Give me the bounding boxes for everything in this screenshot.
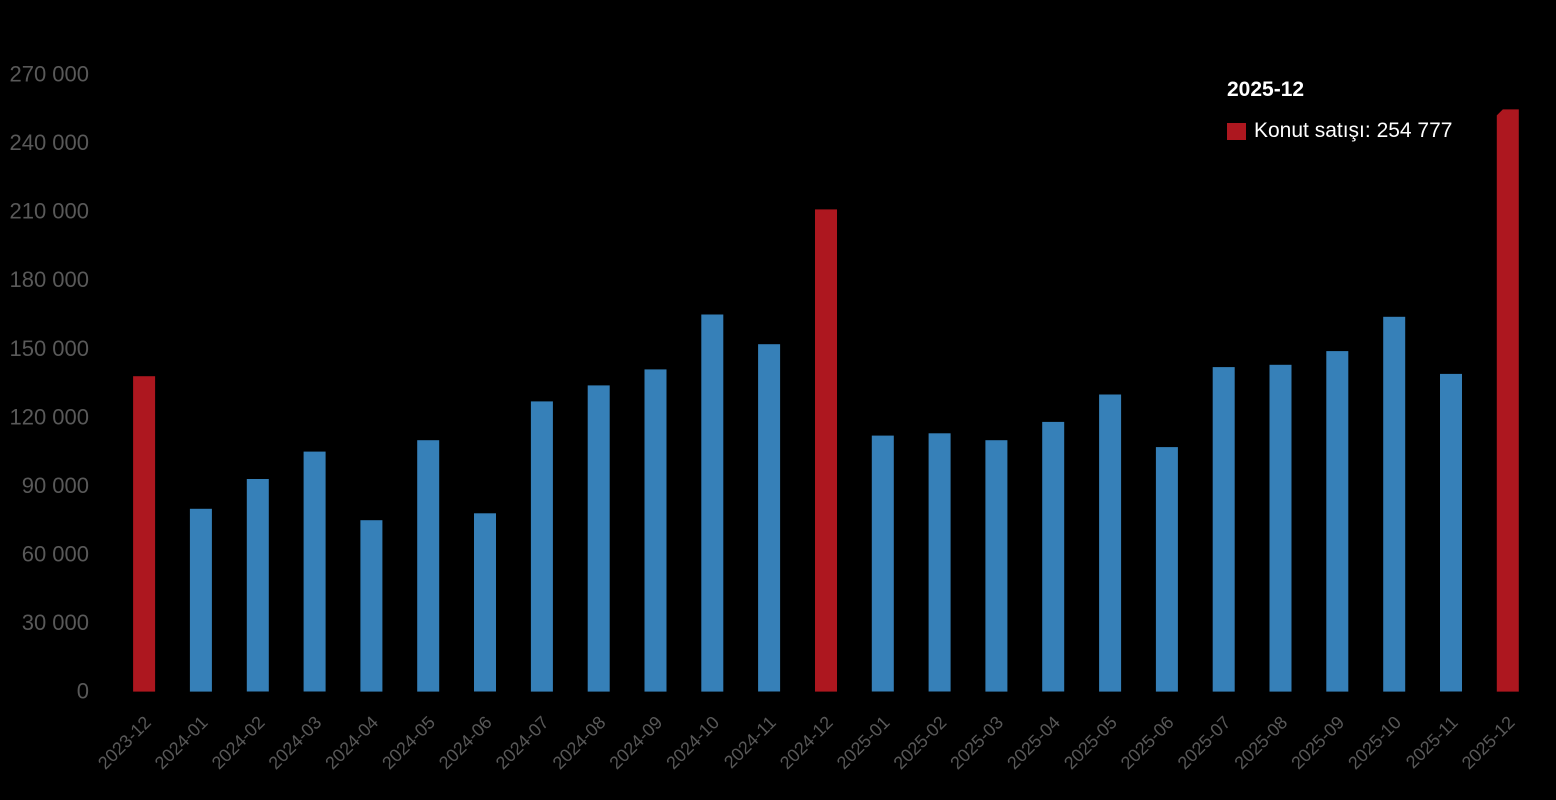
svg-text:2025-07: 2025-07 (1174, 712, 1235, 773)
svg-text:150 000: 150 000 (9, 336, 89, 361)
svg-text:2024-09: 2024-09 (605, 712, 666, 773)
svg-text:2025-01: 2025-01 (833, 712, 894, 773)
svg-text:120 000: 120 000 (9, 404, 89, 429)
svg-text:2024-04: 2024-04 (321, 712, 382, 773)
svg-text:2024-02: 2024-02 (208, 712, 269, 773)
svg-text:2025-11: 2025-11 (1402, 712, 1462, 772)
svg-text:2025-06: 2025-06 (1117, 712, 1178, 773)
svg-text:240 000: 240 000 (9, 130, 89, 155)
svg-text:2024-05: 2024-05 (378, 712, 439, 773)
svg-text:2025-02: 2025-02 (890, 712, 951, 773)
svg-text:2025-04: 2025-04 (1003, 712, 1064, 773)
svg-text:30 000: 30 000 (22, 610, 89, 635)
svg-text:2024-03: 2024-03 (265, 712, 326, 773)
svg-text:2023-12: 2023-12 (94, 712, 155, 773)
svg-text:2024-12: 2024-12 (776, 712, 837, 773)
svg-text:2024-10: 2024-10 (662, 712, 723, 773)
svg-text:210 000: 210 000 (9, 199, 89, 224)
svg-text:90 000: 90 000 (22, 473, 89, 498)
svg-text:180 000: 180 000 (9, 267, 89, 292)
svg-text:2024-08: 2024-08 (549, 712, 610, 773)
svg-text:2025-03: 2025-03 (946, 712, 1007, 773)
svg-text:2024-07: 2024-07 (492, 712, 553, 773)
svg-text:2024-01: 2024-01 (151, 712, 212, 773)
svg-text:2025-09: 2025-09 (1287, 712, 1348, 773)
svg-text:60 000: 60 000 (22, 542, 89, 567)
svg-text:0: 0 (77, 679, 89, 704)
svg-text:2025-10: 2025-10 (1344, 712, 1405, 773)
svg-text:270 000: 270 000 (9, 62, 89, 87)
svg-text:2024-11: 2024-11 (720, 712, 780, 772)
svg-text:2025-05: 2025-05 (1060, 712, 1121, 773)
svg-text:2025-08: 2025-08 (1230, 712, 1291, 773)
svg-text:2025-12: 2025-12 (1458, 712, 1519, 773)
svg-text:2024-06: 2024-06 (435, 712, 496, 773)
